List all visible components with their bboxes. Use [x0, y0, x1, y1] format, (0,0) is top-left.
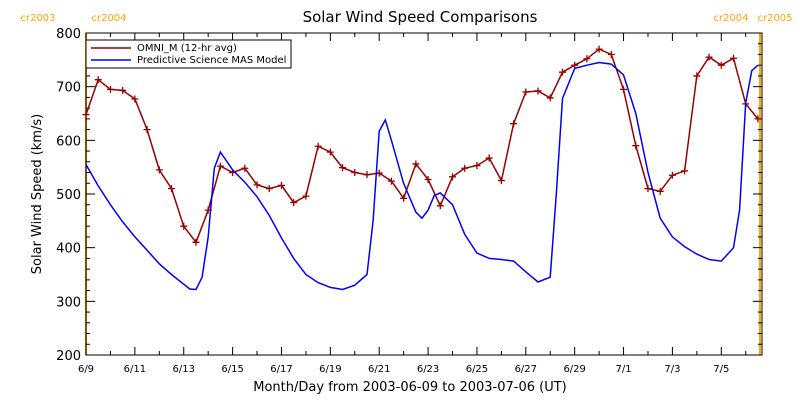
data-point-marker — [729, 54, 737, 62]
data-point-marker — [119, 86, 127, 94]
data-point-marker — [558, 68, 566, 76]
data-point-marker — [436, 202, 444, 210]
data-point-marker — [583, 55, 591, 63]
data-point-marker — [290, 199, 298, 207]
x-tick-label: 6/27 — [515, 364, 537, 375]
cr-label-left-1: cr2003 — [20, 13, 55, 24]
data-point-marker — [241, 164, 249, 172]
series-line-1 — [85, 61, 759, 291]
data-point-marker — [277, 181, 285, 189]
data-point-marker — [106, 85, 114, 93]
data-point-marker — [656, 187, 664, 195]
data-point-marker — [265, 185, 273, 193]
data-point-marker — [339, 164, 347, 172]
data-point-marker — [461, 164, 469, 172]
y-tick-label: 600 — [56, 134, 81, 149]
cr-label-left-2: cr2004 — [91, 13, 126, 24]
data-point-marker — [363, 171, 371, 179]
data-point-marker — [571, 61, 579, 69]
x-tick-label: 6/25 — [466, 364, 488, 375]
data-point-marker — [473, 162, 481, 170]
data-point-marker — [693, 72, 701, 80]
x-tick-label: 7/1 — [615, 364, 631, 375]
data-point-marker — [595, 45, 603, 53]
x-axis: 6/9 6/11 6/13 6/15 6/17 6/19 6/21 6/23 6/25 6/27 6… — [78, 33, 747, 375]
x-tick-label: 6/17 — [270, 364, 292, 375]
legend: OMNI_M (12-hr avg) Predictive Science MA… — [85, 39, 292, 69]
legend-label-omni: OMNI_M (12-hr avg) — [137, 43, 237, 54]
data-point-marker — [326, 148, 334, 156]
data-point-marker — [717, 61, 725, 69]
data-point-marker — [546, 94, 554, 102]
x-tick-label: 7/3 — [664, 364, 680, 375]
data-point-marker — [216, 162, 224, 170]
data-point-marker — [192, 238, 200, 246]
series-layer — [82, 45, 762, 291]
legend-box — [85, 39, 292, 69]
x-tick-label: 7/5 — [713, 364, 729, 375]
data-point-marker — [510, 120, 518, 128]
data-point-marker — [253, 181, 261, 189]
x-tick-label: 6/19 — [319, 364, 341, 375]
x-tick-label: 6/13 — [173, 364, 195, 375]
data-point-marker — [155, 166, 163, 174]
y-tick-label: 800 — [56, 27, 81, 42]
data-point-marker — [400, 194, 408, 202]
data-point-marker — [607, 50, 615, 58]
x-axis-label: Month/Day from 2003-06-09 to 2003-07-06 … — [253, 380, 566, 395]
y-tick-label: 200 — [56, 349, 81, 364]
y-tick-label: 700 — [56, 81, 81, 96]
data-point-marker — [449, 173, 457, 181]
cr-label-right-2: cr2005 — [757, 13, 792, 24]
data-point-marker — [424, 176, 432, 184]
data-point-marker — [168, 185, 176, 193]
data-point-marker — [485, 154, 493, 162]
data-point-marker — [754, 115, 762, 123]
y-tick-label: 400 — [56, 242, 81, 257]
data-point-marker — [131, 95, 139, 103]
x-tick-label: 6/15 — [221, 364, 243, 375]
x-tick-label: 6/29 — [563, 364, 585, 375]
data-point-marker — [302, 192, 310, 200]
data-point-marker — [387, 177, 395, 185]
legend-label-mas: Predictive Science MAS Model — [137, 55, 286, 66]
chart-title: Solar Wind Speed Comparisons — [303, 8, 538, 26]
data-point-marker — [522, 88, 530, 96]
y-tick-label: 500 — [56, 188, 81, 203]
cr-label-right-1: cr2004 — [713, 13, 748, 24]
x-tick-label: 6/9 — [78, 364, 94, 375]
data-point-marker — [143, 126, 151, 134]
y-tick-label: 300 — [56, 295, 81, 310]
x-tick-label: 6/11 — [124, 364, 146, 375]
x-tick-label: 6/21 — [368, 364, 390, 375]
data-point-marker — [620, 85, 628, 93]
data-point-marker — [705, 53, 713, 61]
y-axis: 200 300 400 500 600 700 800 — [56, 27, 762, 364]
data-point-marker — [534, 87, 542, 95]
data-point-marker — [497, 177, 505, 185]
data-point-marker — [644, 185, 652, 193]
data-point-marker — [681, 167, 689, 175]
carrington-labels: cr2003 cr2004 cr2004 cr2005 — [20, 13, 792, 24]
data-point-marker — [180, 222, 188, 230]
x-tick-label: 6/23 — [417, 364, 439, 375]
data-point-marker — [94, 76, 102, 84]
data-point-marker — [314, 142, 322, 150]
data-point-marker — [351, 169, 359, 177]
data-point-marker — [82, 111, 90, 119]
series-line-0 — [85, 48, 759, 244]
data-point-marker — [412, 160, 420, 168]
data-point-marker — [668, 171, 676, 179]
y-axis-label: Solar Wind Speed (km/s) — [30, 114, 45, 274]
data-point-marker — [632, 142, 640, 150]
carrington-marker-lines — [85, 33, 761, 355]
